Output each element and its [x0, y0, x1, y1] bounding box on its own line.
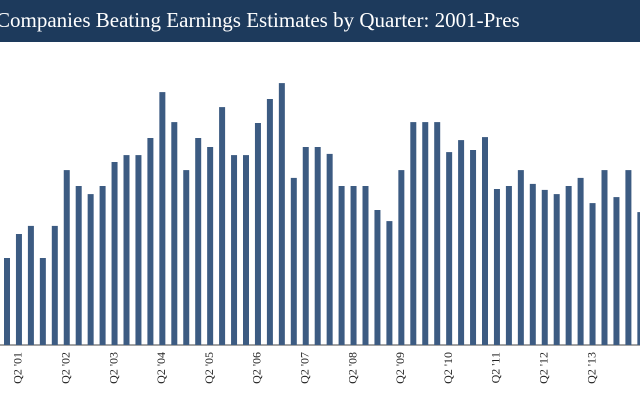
- bar: [302, 147, 309, 345]
- x-tick-label: Q2 '13: [584, 352, 598, 384]
- bar: [27, 225, 34, 345]
- bar: [147, 138, 154, 345]
- x-tick-label: Q2 '04: [154, 352, 168, 384]
- x-tick-label: Q2 '09: [393, 352, 407, 384]
- bar: [231, 155, 238, 345]
- bar: [111, 162, 118, 345]
- bar: [135, 155, 142, 345]
- x-tick-label: Q2 '01: [11, 352, 25, 384]
- bar: [613, 197, 620, 345]
- bar: [398, 170, 405, 345]
- x-tick-label: Q2 '12: [537, 352, 551, 384]
- bar: [625, 170, 632, 345]
- x-tick-label: Q2 '02: [59, 352, 73, 384]
- chart-title: Companies Beating Earnings Estimates by …: [0, 8, 520, 32]
- bar: [410, 122, 417, 345]
- bar: [577, 177, 584, 345]
- bar: [290, 177, 297, 345]
- bar: [15, 234, 22, 345]
- bar: [99, 186, 106, 345]
- bar: [266, 99, 273, 345]
- bar: [386, 221, 393, 345]
- bar: [589, 203, 596, 345]
- bar: [207, 147, 214, 345]
- bar: [63, 170, 70, 345]
- bar: [195, 138, 202, 345]
- bar: [123, 155, 130, 345]
- bar: [434, 122, 441, 345]
- bar: [39, 258, 46, 345]
- bar: [362, 186, 369, 345]
- bar: [541, 189, 548, 345]
- bar: [565, 186, 572, 345]
- bar: [171, 122, 178, 345]
- x-tick-label: Q2 '10: [441, 352, 455, 384]
- bar: [637, 212, 640, 345]
- x-tick-label: Q2 '03: [106, 352, 120, 384]
- title-bar: [0, 0, 640, 42]
- bar: [601, 170, 608, 345]
- bar: [482, 137, 488, 345]
- bar: [374, 210, 381, 345]
- bar: [254, 123, 261, 345]
- bar: [51, 225, 58, 345]
- x-tick-label: Q2 '07: [298, 352, 312, 384]
- bar: [4, 258, 10, 345]
- bar: [338, 186, 345, 345]
- bar: [219, 107, 226, 345]
- x-tick-label: Q2 '11: [489, 352, 503, 383]
- bar: [458, 140, 465, 345]
- bar: [159, 92, 166, 345]
- bar: [350, 186, 357, 345]
- bar: [75, 186, 82, 345]
- x-tick-label: Q2 '06: [250, 352, 264, 384]
- bar: [87, 194, 94, 345]
- bar: [470, 150, 477, 345]
- bar: [243, 155, 249, 345]
- bar: [314, 147, 321, 345]
- bar: [529, 183, 536, 345]
- bar: [493, 189, 500, 345]
- bar: [505, 186, 512, 345]
- bar: [517, 170, 524, 345]
- bar: [446, 152, 453, 345]
- bar: [278, 83, 285, 345]
- bar: [553, 194, 560, 345]
- x-tick-label: Q2 '05: [202, 352, 216, 384]
- bar: [326, 153, 333, 345]
- bar: [183, 170, 190, 345]
- x-tick-label: Q2 '08: [345, 352, 359, 384]
- bar: [422, 122, 429, 345]
